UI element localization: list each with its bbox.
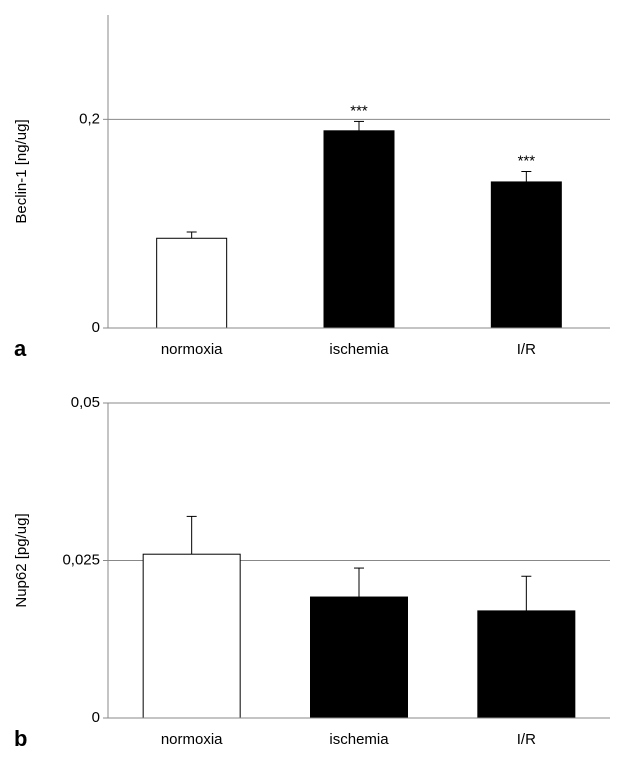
bar [142,553,241,719]
bar [323,130,395,329]
x-tick-label: normoxia [161,731,223,748]
x-tick-label: ischemia [329,341,389,358]
x-tick-label: ischemia [329,731,389,748]
x-tick-label: I/R [517,341,536,358]
bar [477,610,576,719]
bar [490,181,562,329]
y-tick-label: 0 [92,319,100,336]
y-tick-label: 0 [92,709,100,726]
y-axis-label: Nup62 [pg/ug] [13,513,30,607]
significance: *** [350,102,368,119]
significance: *** [518,152,536,169]
y-tick-label: 0,05 [71,394,100,411]
x-tick-label: normoxia [161,341,223,358]
x-tick-label: I/R [517,731,536,748]
y-axis-label: Beclin-1 [ng/ug] [13,119,30,223]
bar [310,596,408,719]
bar [156,237,228,329]
panel-label: a [14,336,27,361]
panel-label: b [14,726,27,751]
y-tick-label: 0,025 [62,551,100,568]
y-tick-label: 0,2 [79,110,100,127]
